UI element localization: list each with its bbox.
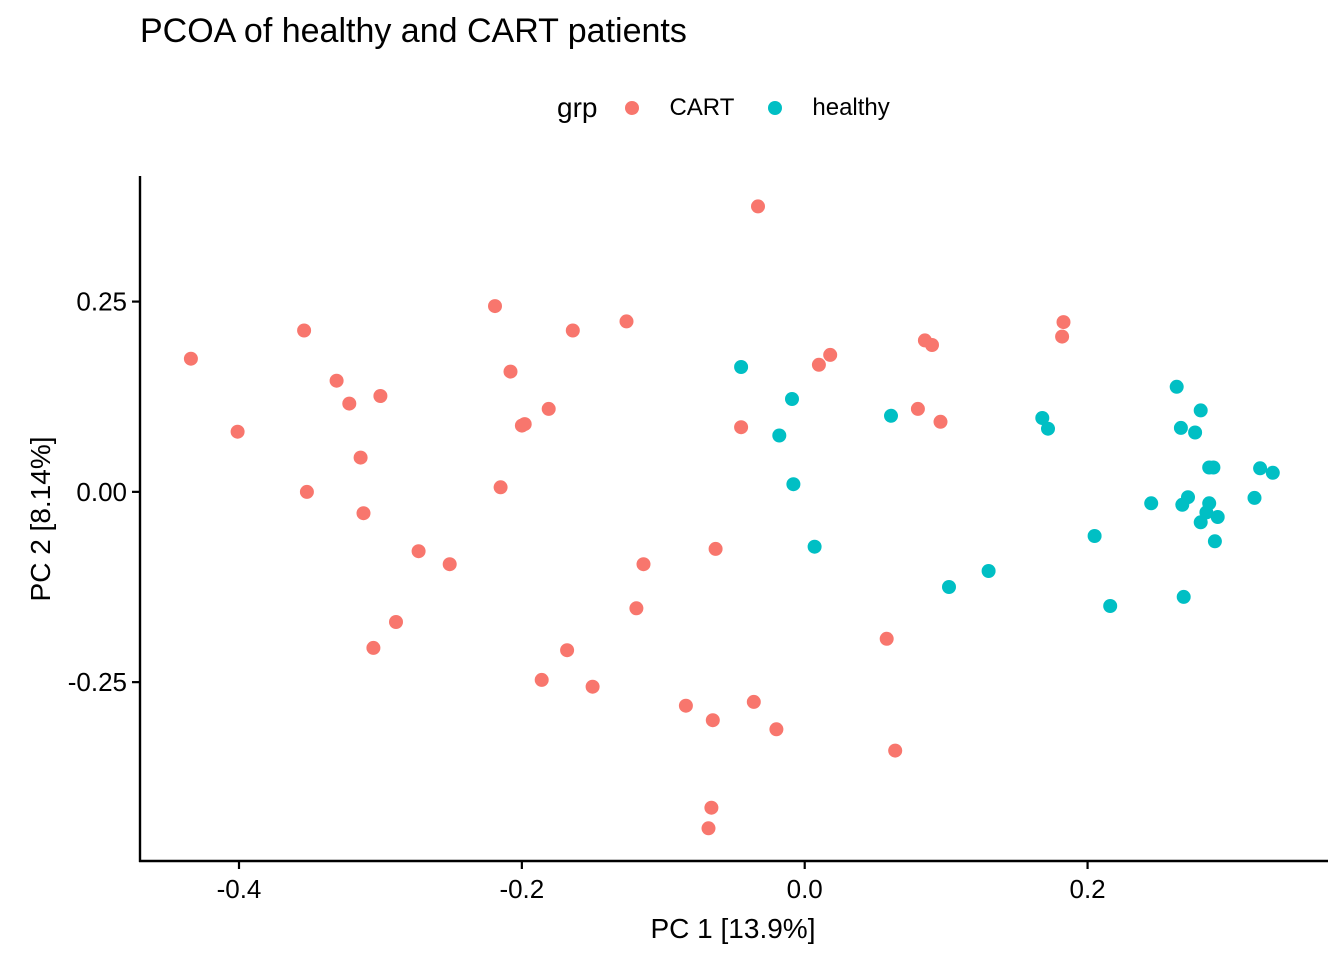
point-healthy	[1087, 529, 1102, 543]
point-healthy	[1207, 534, 1222, 549]
point-cart	[183, 351, 198, 366]
legend: grp CART healthy	[557, 88, 924, 128]
point-healthy	[772, 428, 787, 443]
point-healthy	[1176, 589, 1191, 604]
legend-key-cart	[625, 101, 640, 115]
point-healthy	[1169, 379, 1184, 394]
x-tick-label: 0.2	[1069, 874, 1105, 904]
point-cart	[373, 389, 388, 403]
point-cart	[619, 314, 634, 329]
point-cart	[708, 541, 723, 556]
point-cart	[560, 643, 575, 658]
chart-title: PCOA of healthy and CART patients	[140, 12, 687, 50]
point-cart	[769, 722, 784, 737]
point-healthy	[1247, 490, 1262, 505]
legend-title: grp	[557, 92, 598, 123]
point-cart	[1056, 315, 1071, 330]
point-healthy	[1206, 460, 1221, 475]
point-cart	[488, 299, 502, 314]
point-healthy	[1103, 599, 1118, 613]
y-tick-label: -0.25	[68, 667, 127, 697]
point-healthy	[785, 392, 799, 406]
point-cart	[353, 450, 368, 465]
point-cart	[342, 396, 357, 411]
point-cart	[534, 672, 549, 687]
point-cart	[366, 640, 381, 655]
point-cart	[565, 323, 580, 338]
point-cart	[636, 557, 651, 572]
point-cart	[299, 484, 314, 499]
point-cart	[297, 323, 312, 338]
point-healthy	[786, 477, 801, 492]
point-cart	[230, 424, 245, 439]
legend-label-cart: CART	[669, 94, 735, 121]
point-cart	[734, 420, 749, 435]
x-tick-label: 0.0	[787, 874, 823, 904]
point-cart	[751, 199, 765, 214]
point-cart	[746, 694, 761, 709]
data-points	[183, 199, 1280, 836]
y-tick-label: 0.25	[76, 287, 127, 317]
point-cart	[879, 631, 894, 646]
point-healthy	[1202, 496, 1217, 511]
point-cart	[503, 364, 518, 379]
point-healthy	[1144, 496, 1159, 511]
legend-label-healthy: healthy	[812, 94, 890, 121]
point-cart	[910, 401, 925, 416]
legend-item-cart: CART	[625, 94, 734, 122]
point-cart	[442, 557, 457, 572]
point-healthy	[1035, 411, 1050, 425]
x-tick-label: -0.2	[499, 874, 544, 904]
point-cart	[678, 698, 693, 713]
point-cart	[705, 713, 720, 728]
point-healthy	[1265, 465, 1280, 480]
point-cart	[541, 401, 556, 416]
point-cart	[411, 544, 426, 559]
point-healthy	[1188, 425, 1203, 440]
point-cart	[493, 480, 508, 495]
x-axis-title: PC 1 [13.9%]	[651, 913, 816, 944]
point-cart	[811, 357, 826, 372]
point-healthy	[1210, 510, 1225, 524]
point-healthy	[942, 580, 956, 594]
point-healthy	[1253, 461, 1268, 476]
point-healthy	[981, 564, 996, 578]
point-cart	[925, 338, 939, 352]
point-healthy	[1041, 421, 1055, 436]
point-cart	[704, 800, 719, 815]
point-cart	[629, 601, 644, 616]
point-healthy	[1173, 420, 1188, 435]
y-axis-title: PC 2 [8.14%]	[25, 437, 56, 602]
point-cart	[701, 821, 716, 836]
point-healthy	[734, 360, 749, 374]
x-tick-label: -0.4	[217, 874, 262, 904]
legend-item-healthy: healthy	[768, 94, 890, 122]
point-healthy	[1193, 403, 1208, 418]
point-healthy	[884, 408, 898, 423]
point-healthy	[1181, 490, 1195, 505]
point-healthy	[807, 539, 822, 554]
point-cart	[888, 743, 903, 758]
point-cart	[1055, 329, 1070, 344]
point-cart	[329, 373, 344, 388]
legend-key-healthy	[768, 101, 783, 115]
point-cart	[823, 347, 838, 362]
point-cart	[517, 417, 532, 432]
point-cart	[933, 414, 948, 429]
point-cart	[389, 615, 403, 629]
point-cart	[585, 679, 600, 694]
point-cart	[356, 506, 371, 521]
y-tick-label: 0.00	[76, 477, 127, 507]
axes: -0.4 -0.2 0.0 0.2 -0.25 0.00 0.25	[68, 176, 1328, 904]
